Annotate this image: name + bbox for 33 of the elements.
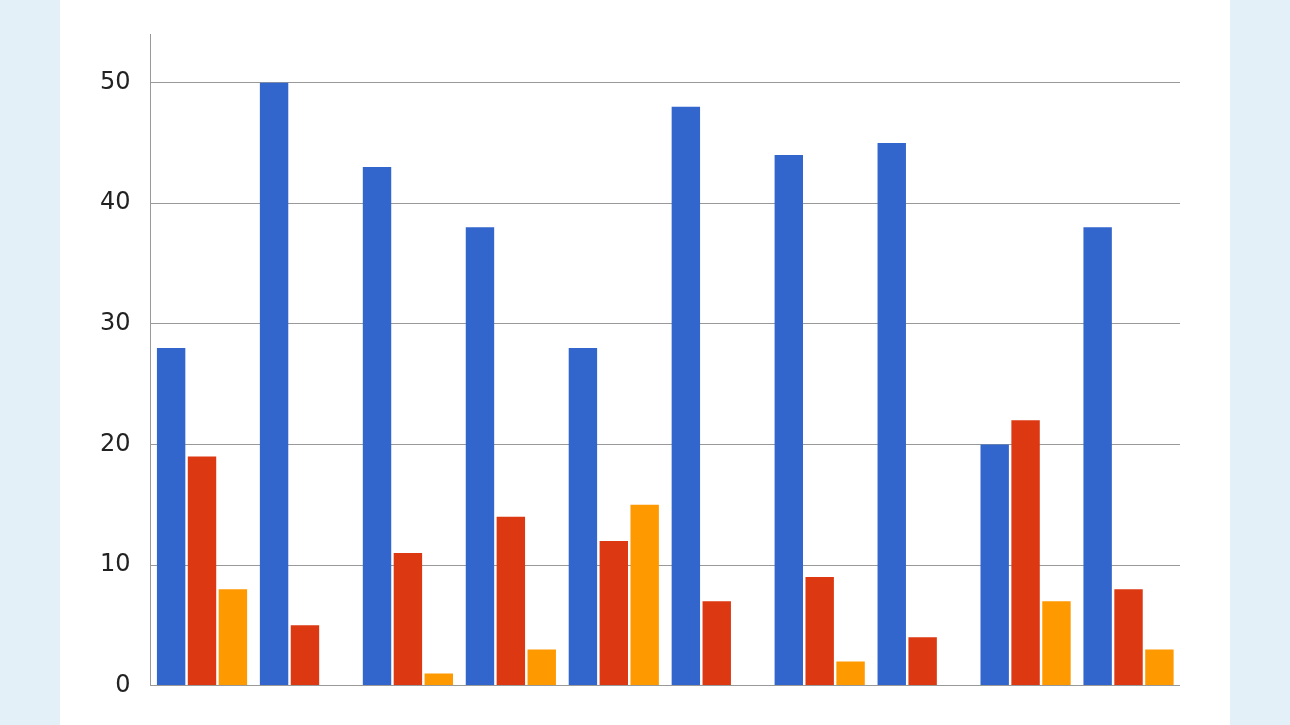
bar — [1114, 589, 1143, 686]
bar — [805, 577, 834, 686]
bar — [599, 540, 628, 686]
bar — [465, 227, 495, 686]
y-tick-label: 50 — [99, 66, 131, 95]
bar — [393, 552, 423, 686]
bar — [496, 516, 526, 686]
bar — [908, 637, 937, 686]
bar — [877, 142, 906, 686]
bar — [424, 673, 453, 686]
bar — [1042, 601, 1071, 686]
bar — [290, 625, 320, 686]
bar — [1145, 649, 1174, 686]
bar — [836, 661, 865, 686]
bar — [980, 444, 1009, 686]
bar — [362, 167, 392, 686]
bar — [568, 347, 598, 686]
y-tick-label: 40 — [99, 187, 131, 216]
bar — [259, 82, 289, 686]
bar — [774, 154, 804, 686]
bar — [156, 347, 186, 686]
y-tick-label: 30 — [99, 308, 131, 337]
bar — [1011, 420, 1040, 686]
bar — [702, 601, 731, 686]
bar — [187, 456, 217, 686]
bar — [630, 504, 659, 686]
y-tick-label: 10 — [99, 549, 131, 578]
bar — [218, 589, 248, 686]
y-tick-label: 0 — [115, 669, 131, 698]
bar — [1083, 227, 1112, 686]
bar — [527, 649, 556, 686]
bar — [671, 106, 701, 686]
y-tick-label: 20 — [99, 428, 131, 457]
